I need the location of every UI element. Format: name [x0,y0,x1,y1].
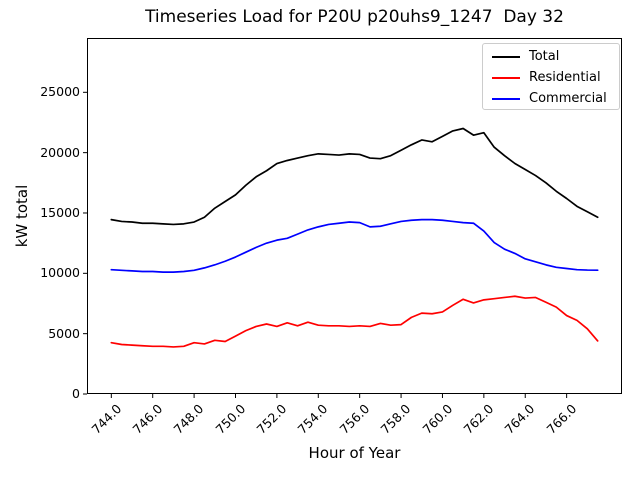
axes-frame [87,38,622,394]
legend-line-swatch [492,76,520,79]
legend-entry-total: Total [483,46,619,67]
y-tick-label: 20000 [40,144,80,160]
legend: Total Residential Commercial [482,43,620,110]
series-line-commercial [110,218,599,273]
series-line-residential [110,295,599,348]
y-tick-label: 10000 [40,265,80,281]
legend-line-swatch [492,55,520,58]
series-line-total [110,127,599,226]
x-axis-label: Hour of Year [308,444,401,462]
y-tick-label: 5000 [48,325,80,341]
legend-entry-commercial: Commercial [483,88,619,109]
legend-label: Commercial [529,91,607,106]
y-tick-label: 25000 [40,84,80,100]
y-tick-label: 0 [72,386,80,401]
legend-label: Residential [529,70,601,85]
legend-label: Total [529,49,560,64]
chart-title: Timeseries Load for P20U p20uhs9_1247 Da… [145,7,564,27]
legend-entry-residential: Residential [483,67,619,88]
legend-line-swatch [492,97,520,100]
y-tick-label: 15000 [40,204,80,220]
